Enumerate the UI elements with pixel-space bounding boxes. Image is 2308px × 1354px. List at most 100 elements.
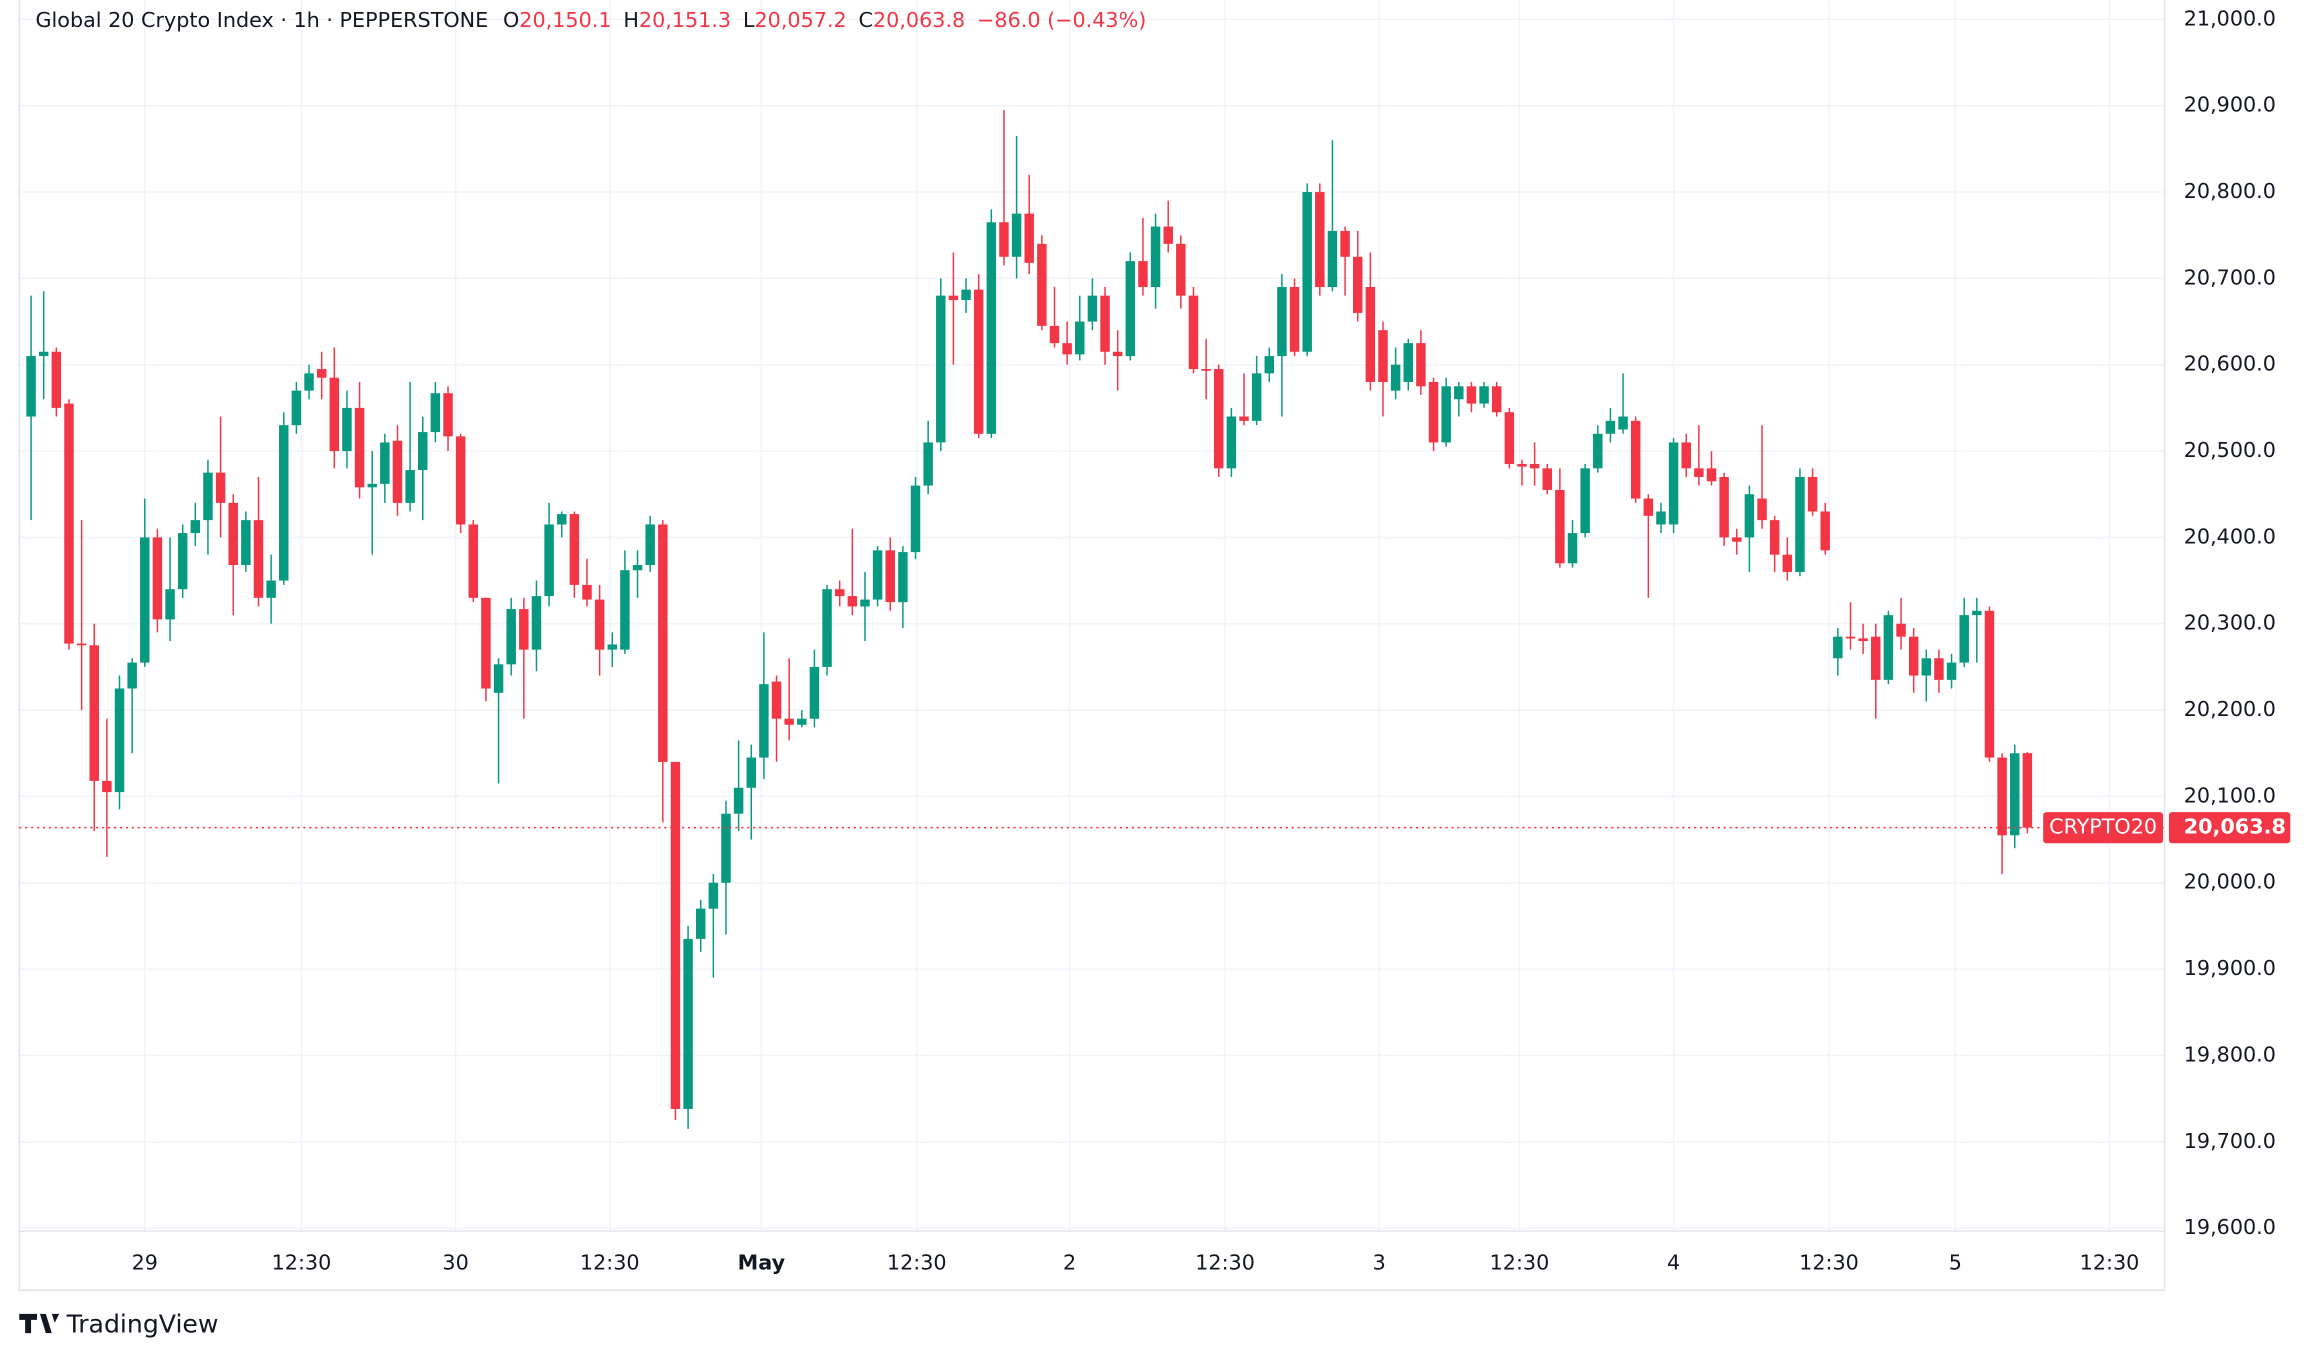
candle-body [1302, 192, 1312, 352]
candle-body [1896, 623, 1906, 637]
candle-body [1580, 468, 1590, 534]
brand: TradingView [66, 1310, 219, 1339]
candle-body [1062, 343, 1072, 355]
candle-body [936, 295, 946, 443]
candle-body [1011, 213, 1022, 257]
candle-body [228, 502, 238, 566]
axes: 19,600.0 19,700.0 19,800.0 19,900.0 20,000.0… [19, 6, 2291, 1275]
candle-body [1744, 494, 1755, 538]
candle-body [1251, 373, 1262, 421]
candle-body [898, 552, 908, 603]
candle-body [1390, 364, 1401, 391]
x-tick-label: 29 [132, 1251, 158, 1275]
legend-value: 20,150.1 [519, 8, 611, 32]
candle-body [923, 442, 933, 486]
candle-body [102, 780, 112, 793]
candle-body [1340, 230, 1350, 257]
candle-body [26, 356, 36, 417]
legend-value: 20,151.3 [639, 8, 731, 32]
candle-body [1100, 295, 1110, 352]
candle-body [1138, 261, 1148, 288]
candle-body [759, 684, 769, 758]
y-tick-label: 19,800.0 [2184, 1042, 2276, 1066]
candle-body [1087, 295, 1098, 322]
candle-body [1542, 468, 1552, 490]
header: Global 20 Crypto Index · 1h · PEPPERSTON… [36, 8, 1147, 32]
candle-body [1593, 433, 1603, 469]
candle-body [708, 882, 719, 909]
candle-body [342, 407, 352, 452]
candle-body [1643, 498, 1654, 516]
candle-body [266, 580, 276, 598]
candle-body [1883, 615, 1894, 680]
y-tick-label: 20,800.0 [2184, 179, 2276, 203]
candle-body [531, 596, 542, 650]
change: −86.0 (−0.43%) [977, 8, 1146, 32]
legend-value: 20,063.8 [873, 8, 965, 32]
candle-body [645, 524, 655, 566]
candle-body [1176, 243, 1186, 296]
candle-body [670, 761, 681, 1109]
symbol-box [2043, 812, 2164, 844]
candle-body [784, 718, 794, 725]
x-tick-label: May [738, 1251, 786, 1275]
y-tick-label: 20,600.0 [2184, 352, 2276, 376]
candle-body [1618, 416, 1628, 430]
candle-body [1694, 468, 1704, 477]
candle-body [1315, 192, 1325, 288]
candle-body [797, 718, 807, 725]
candle-body [999, 222, 1009, 257]
candle-body [455, 436, 466, 525]
candle-body [1605, 420, 1616, 434]
candle-body [177, 533, 188, 590]
candle-body [190, 520, 201, 534]
candle-body [1466, 386, 1477, 404]
candle-body [1681, 442, 1691, 469]
candle-body [1454, 386, 1464, 400]
candle-body [1239, 416, 1249, 421]
y-tick-label: 20,500.0 [2184, 438, 2276, 462]
candle-body [1807, 476, 1818, 512]
x-tick-label: 12:30 [1490, 1251, 1550, 1275]
candle-body [1327, 230, 1338, 288]
candle-body [1403, 343, 1413, 382]
candle-body [418, 432, 428, 471]
candle-body [354, 407, 365, 488]
candle-body [1732, 537, 1742, 542]
candle-body [1820, 511, 1830, 551]
x-tick-label: 12:30 [1799, 1251, 1859, 1275]
candle-body [203, 472, 213, 521]
candle-body [632, 565, 643, 571]
candle-body [127, 662, 137, 689]
candle-body [1277, 287, 1287, 357]
y-tick-label: 20,900.0 [2184, 93, 2276, 117]
candle-body [594, 599, 605, 650]
candle-body [721, 813, 731, 883]
candle-body [2022, 753, 2033, 828]
candle-body [38, 351, 49, 357]
candle-body [1630, 420, 1641, 499]
candle-body [493, 664, 504, 693]
candle-body [1555, 489, 1565, 564]
candle-body [241, 520, 251, 566]
candle-body [746, 757, 756, 788]
candle-body [1188, 295, 1199, 370]
candle-body [405, 470, 415, 503]
candle-body [443, 393, 453, 437]
x-tick-label: 12:30 [2080, 1251, 2140, 1275]
candle-body [1959, 615, 1969, 663]
candle-body [1201, 369, 1211, 371]
logo: TradingView [19, 1310, 218, 1339]
candle-body [973, 289, 984, 434]
x-tick-label: 30 [442, 1251, 468, 1275]
candle-body [519, 609, 529, 650]
candle-body [279, 425, 289, 581]
candle-body [910, 485, 921, 553]
x-tick-label: 5 [1949, 1251, 1962, 1275]
candle-body [1984, 610, 1995, 758]
candle-body [683, 938, 693, 1109]
candle-body [89, 645, 99, 781]
y-tick-label: 20,300.0 [2184, 611, 2276, 635]
candle-body [885, 550, 895, 603]
candle-body [1719, 476, 1729, 538]
